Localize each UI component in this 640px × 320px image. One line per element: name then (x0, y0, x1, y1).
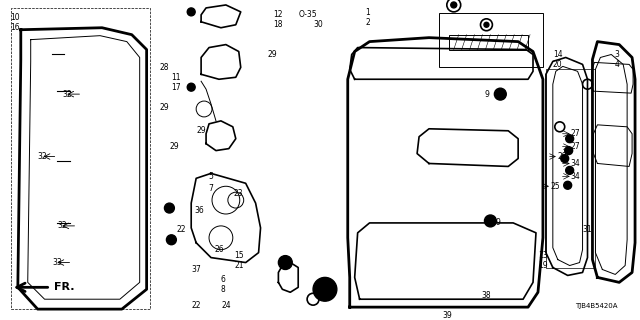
Text: 34: 34 (571, 159, 580, 168)
Circle shape (451, 2, 457, 8)
Circle shape (566, 166, 573, 174)
Text: 16: 16 (10, 23, 20, 32)
Circle shape (494, 88, 506, 100)
Bar (439, 13, 543, 68)
Text: 19: 19 (538, 261, 548, 270)
Text: 15: 15 (234, 251, 244, 260)
Text: 39: 39 (442, 310, 452, 320)
Text: 32: 32 (63, 90, 72, 99)
Text: TJB4B5420A: TJB4B5420A (575, 303, 617, 309)
Circle shape (166, 235, 177, 245)
Text: 22: 22 (177, 225, 186, 234)
Circle shape (484, 215, 497, 227)
Text: 25: 25 (551, 182, 561, 191)
Text: 2: 2 (365, 18, 370, 27)
Text: 7: 7 (209, 184, 214, 193)
Text: 14: 14 (553, 50, 563, 59)
Text: 23: 23 (234, 189, 244, 198)
Circle shape (313, 277, 337, 301)
Text: 31: 31 (582, 225, 592, 234)
Text: 11: 11 (172, 73, 181, 82)
Text: 30: 30 (313, 20, 323, 29)
Bar (449, 35, 528, 50)
Text: 18: 18 (274, 20, 283, 29)
Text: 9: 9 (496, 219, 500, 228)
Text: 29: 29 (196, 126, 206, 135)
Text: 1: 1 (365, 8, 370, 17)
Text: 38: 38 (482, 291, 492, 300)
Text: 29: 29 (170, 142, 179, 151)
Bar (11, 8, 150, 309)
Text: 22: 22 (191, 301, 201, 310)
Circle shape (188, 8, 195, 16)
Circle shape (561, 155, 569, 163)
Text: 17: 17 (172, 83, 181, 92)
Circle shape (564, 181, 572, 189)
Text: 10: 10 (10, 13, 20, 22)
Circle shape (566, 135, 573, 143)
Circle shape (564, 147, 573, 155)
Text: 29: 29 (268, 50, 277, 59)
Text: 32: 32 (38, 152, 47, 161)
Circle shape (164, 203, 174, 213)
Text: 13: 13 (538, 251, 548, 260)
Text: 12: 12 (274, 10, 283, 20)
Text: 3: 3 (615, 50, 620, 59)
Text: 29: 29 (159, 102, 169, 111)
Text: 26: 26 (214, 245, 224, 254)
Text: 27: 27 (571, 142, 580, 151)
Text: 28: 28 (160, 63, 169, 72)
Text: FR.: FR. (54, 282, 75, 292)
Text: 6: 6 (220, 275, 225, 284)
Text: 32: 32 (58, 221, 67, 230)
Text: O-35: O-35 (299, 10, 317, 20)
Circle shape (278, 256, 292, 269)
Text: 34: 34 (571, 172, 580, 181)
Text: 8: 8 (221, 285, 225, 294)
Text: 9: 9 (484, 90, 489, 99)
Text: 37: 37 (191, 265, 201, 274)
Text: 36: 36 (195, 205, 204, 214)
Text: 5: 5 (209, 172, 214, 181)
Circle shape (188, 83, 195, 91)
Text: 21: 21 (234, 261, 243, 270)
Bar (546, 69, 595, 268)
Text: 27: 27 (571, 129, 580, 138)
Text: 24: 24 (221, 301, 230, 310)
Text: 33: 33 (52, 258, 62, 267)
Text: 20: 20 (553, 60, 563, 69)
Text: 4: 4 (615, 60, 620, 69)
Circle shape (484, 22, 489, 27)
Text: 29: 29 (558, 152, 568, 161)
